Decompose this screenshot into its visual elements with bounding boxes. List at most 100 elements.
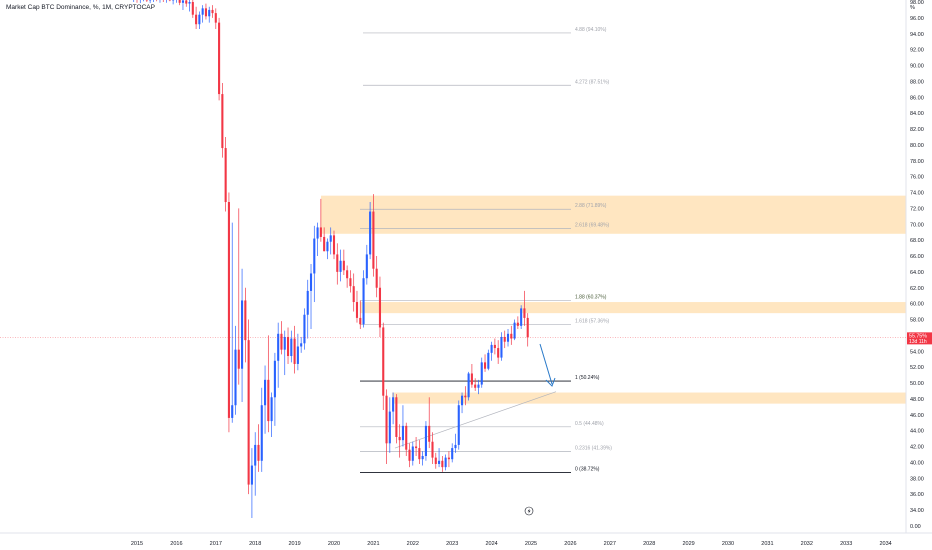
candle <box>434 452 437 469</box>
x-tick-label: 2023 <box>446 541 458 547</box>
candle-body <box>244 300 247 341</box>
y-unit-label: % <box>910 5 915 11</box>
candle <box>254 432 257 496</box>
candle <box>342 249 345 276</box>
candle <box>490 341 493 361</box>
candle <box>224 136 227 212</box>
candle <box>405 422 408 457</box>
y-tick-label: 90.00 <box>910 64 924 70</box>
candle <box>444 454 447 471</box>
candle-body <box>204 8 207 17</box>
candle-body <box>424 425 427 457</box>
candle <box>133 0 135 2</box>
candle <box>316 222 319 256</box>
candle <box>214 8 217 29</box>
candle-body <box>326 241 329 252</box>
x-tick-label: 2026 <box>564 541 576 547</box>
candle <box>421 451 424 466</box>
candle-body <box>286 336 290 357</box>
candle <box>408 443 411 468</box>
candle <box>424 421 427 461</box>
candle <box>283 330 286 376</box>
candle-body <box>309 273 313 291</box>
candle <box>153 0 154 2</box>
y-tick-label: 50.00 <box>910 381 924 387</box>
candle <box>349 270 352 293</box>
y-tick-label: 80.00 <box>910 143 924 149</box>
candle <box>149 0 152 4</box>
x-tick-label: 2029 <box>682 541 694 547</box>
x-tick-label: 2016 <box>170 541 182 547</box>
current-price-tag <box>907 332 932 345</box>
supply-demand-zone[interactable] <box>360 302 906 314</box>
candle-body <box>470 373 473 385</box>
candle-body <box>300 343 303 347</box>
fib-retracement-tool: 4.88 (94.10%) 4.272 (87.51%) 2.88 (71.89%)… <box>360 27 612 473</box>
event-icon[interactable] <box>524 506 534 516</box>
candle-body <box>493 344 496 349</box>
supply-demand-zone[interactable] <box>321 195 906 234</box>
candle-body <box>497 348 500 358</box>
candle <box>306 279 309 339</box>
candle-body <box>346 270 349 279</box>
candle-body <box>441 460 444 468</box>
candle-body <box>415 446 418 449</box>
x-tick-label: 2015 <box>131 541 143 547</box>
x-tick-label: 2022 <box>407 541 419 547</box>
candle <box>375 256 378 298</box>
x-tick-label: 2033 <box>840 541 852 547</box>
candle <box>329 227 332 255</box>
candle <box>474 378 477 391</box>
x-tick-label: 2031 <box>761 541 773 547</box>
candle-body <box>218 22 221 95</box>
trend-line[interactable] <box>394 391 557 449</box>
candle <box>438 448 441 468</box>
candle <box>503 330 506 349</box>
candle-body <box>392 397 395 412</box>
supply-demand-zone[interactable] <box>392 392 906 404</box>
candle-body <box>267 379 270 422</box>
candle-body <box>188 2 191 4</box>
candle-body <box>372 211 375 269</box>
x-tick-label: 2034 <box>879 541 891 547</box>
candle-body <box>349 278 352 287</box>
candle-body <box>516 322 519 326</box>
candle <box>139 0 141 4</box>
candle <box>293 325 296 374</box>
candle <box>221 82 224 158</box>
candle-body <box>231 405 234 418</box>
candle <box>181 0 185 10</box>
y-tick-label: 58.00 <box>910 318 924 324</box>
candle-body <box>401 425 404 441</box>
y-tick-label: 72.00 <box>910 206 924 212</box>
y-tick-label: 60.00 <box>910 302 924 308</box>
candle <box>497 340 500 364</box>
candle-body <box>454 444 457 449</box>
candle-body <box>208 9 211 17</box>
candle-body <box>339 260 342 272</box>
candle <box>483 354 487 372</box>
candle-body <box>260 405 263 461</box>
candle-body <box>431 441 434 458</box>
y-tick-label: 96.00 <box>910 16 924 22</box>
candle-body <box>237 349 240 369</box>
candle-body <box>293 338 296 364</box>
candle <box>355 290 359 323</box>
candle <box>290 330 293 363</box>
y-tick-label: 64.00 <box>910 270 924 276</box>
candle <box>369 202 372 260</box>
candle <box>418 440 421 464</box>
candle <box>477 379 480 395</box>
candle-body <box>447 457 450 460</box>
candle <box>319 198 322 242</box>
projection-arrow[interactable] <box>539 343 556 387</box>
candle-body <box>227 202 230 418</box>
candle <box>467 371 470 401</box>
x-tick-label: 2025 <box>525 541 537 547</box>
candle <box>500 332 503 361</box>
candle-body <box>332 235 336 255</box>
x-tick-label: 2030 <box>722 541 734 547</box>
candle <box>388 397 391 453</box>
y-tick-label: 62.00 <box>910 286 924 292</box>
